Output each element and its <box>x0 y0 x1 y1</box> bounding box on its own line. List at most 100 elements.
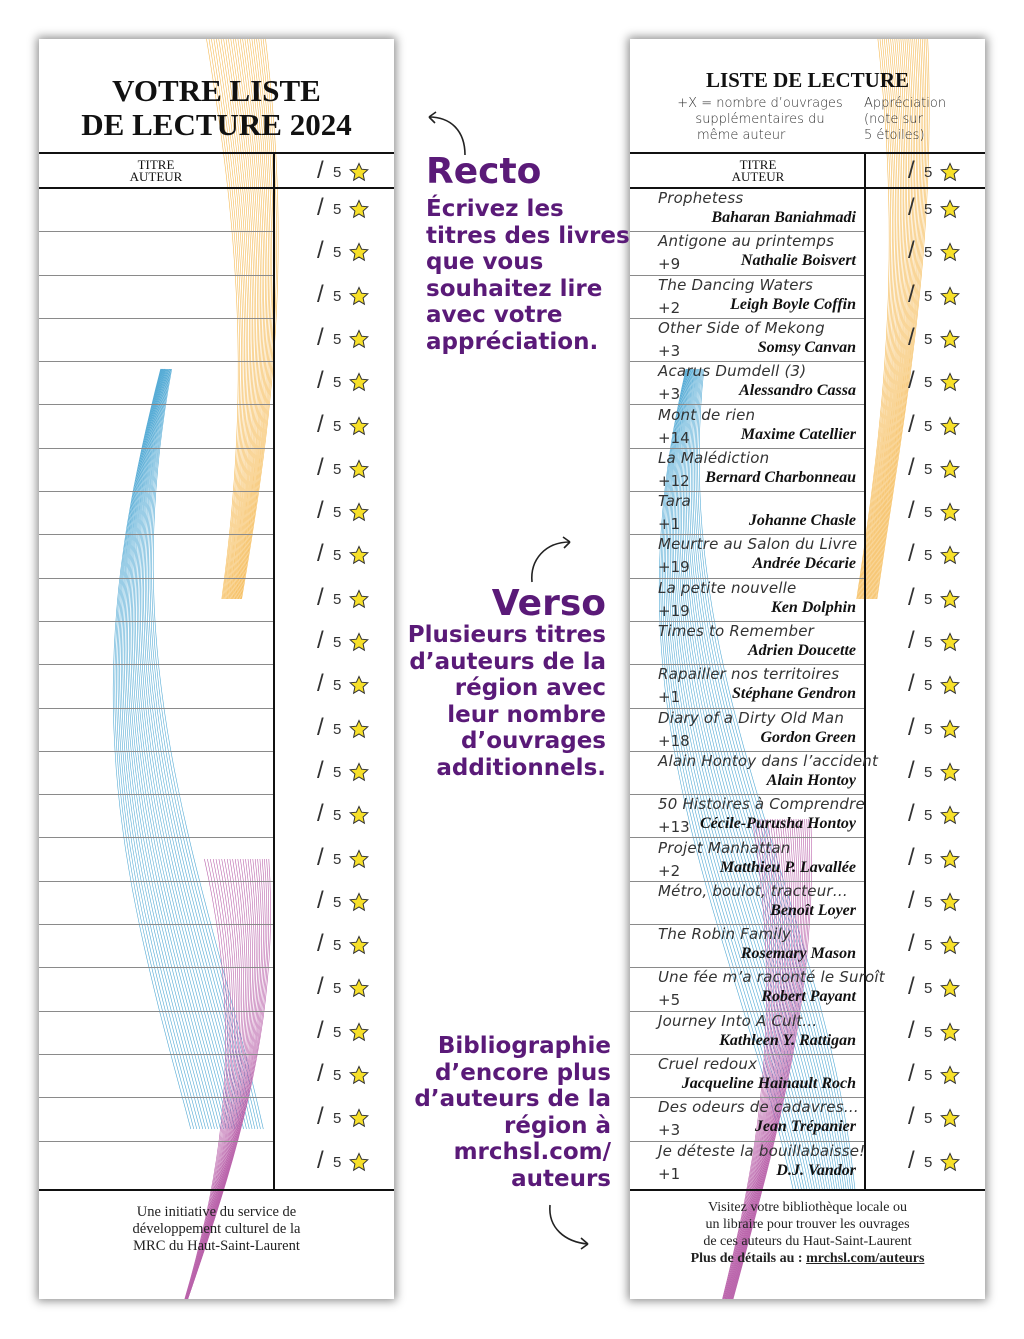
rating-cell[interactable]: /5 <box>908 1103 968 1131</box>
rating-cell[interactable]: /5 <box>908 324 968 352</box>
rating-cell[interactable]: /5 <box>317 194 377 222</box>
star-icon <box>940 588 960 608</box>
biblio-lines-line: région à <box>504 1112 611 1139</box>
recto-row[interactable]: /5 <box>39 1098 394 1142</box>
rating-cell[interactable]: /5 <box>908 497 968 525</box>
wave-line <box>858 39 893 600</box>
recto-row[interactable]: /5 <box>39 579 394 622</box>
wave-line <box>690 368 845 1190</box>
rating-cell[interactable]: /5 <box>908 930 968 958</box>
book-author: Nathalie Boisvert <box>740 252 856 270</box>
arrow-to-verso-footer-icon <box>549 1204 589 1250</box>
rating-cell[interactable]: /5 <box>908 540 968 568</box>
wave-line <box>699 368 856 1190</box>
recto-row[interactable]: /5 <box>39 925 394 969</box>
recto-row[interactable]: /5 <box>39 752 394 796</box>
recto-row[interactable]: /5 <box>39 1055 394 1099</box>
recto-row[interactable]: /5 <box>39 622 394 666</box>
rating-cell[interactable]: /5 <box>908 454 968 482</box>
legend-extra-works: +X = nombre d’ouvrages supplémentaires d… <box>660 96 860 144</box>
rating-cell[interactable]: /5 <box>908 887 968 915</box>
rating-cell[interactable]: /5 <box>317 367 377 395</box>
rating-cell[interactable]: /5 <box>908 367 968 395</box>
recto-row[interactable]: /5 <box>39 839 394 882</box>
recto-row[interactable]: /5 <box>39 362 394 406</box>
recto-row[interactable]: /5 <box>39 276 394 319</box>
rating-slash: / <box>317 1103 324 1131</box>
book-row: Times to Remember Adrien Doucette/5 <box>630 622 985 666</box>
recto-row[interactable]: /5 <box>39 492 394 536</box>
rating-cell[interactable]: /5 <box>908 714 968 742</box>
rating-cell[interactable]: /5 <box>908 194 968 222</box>
recto-row[interactable]: /5 <box>39 1142 394 1185</box>
col-titre: TITRE <box>137 157 175 172</box>
rating-cell[interactable]: /5 <box>317 584 377 612</box>
recto-row[interactable]: /5 <box>39 449 394 493</box>
rating-cell[interactable]: /5 <box>317 844 377 872</box>
recto-row[interactable]: /5 <box>39 232 394 276</box>
recto-row[interactable]: /5 <box>39 795 394 839</box>
rating-max: 5 <box>333 634 342 651</box>
rating-cell[interactable]: /5 <box>317 1103 377 1131</box>
star-icon <box>940 162 960 182</box>
rating-cell[interactable]: /5 <box>317 540 377 568</box>
recto-row[interactable]: /5 <box>39 1012 394 1055</box>
rating-cell[interactable]: /5 <box>908 973 968 1001</box>
rating-cell[interactable]: /5 <box>908 757 968 785</box>
star-icon <box>349 588 369 608</box>
wave-line <box>235 39 266 600</box>
wave-line <box>684 368 835 1190</box>
rating-cell[interactable]: /5 <box>317 497 377 525</box>
recto-row[interactable]: /5 <box>39 968 394 1012</box>
recto-row[interactable]: /5 <box>39 406 394 449</box>
rating-cell[interactable]: /5 <box>908 237 968 265</box>
rating-cell[interactable]: /5 <box>317 670 377 698</box>
legend-left-3: même auteur <box>697 128 786 143</box>
rating-cell[interactable]: /5 <box>908 1147 968 1175</box>
wave-line <box>732 818 812 1299</box>
rating-cell[interactable]: /5 <box>317 454 377 482</box>
star-icon <box>349 199 369 219</box>
rating-cell[interactable]: /5 <box>317 1017 377 1045</box>
rating-cell[interactable]: /5 <box>317 1147 377 1175</box>
rating-cell[interactable]: /5 <box>317 930 377 958</box>
footer-prefix: Plus de détails au : <box>690 1251 807 1266</box>
recto-row[interactable]: /5 <box>39 709 394 752</box>
footer-link[interactable]: mrchsl.com/auteurs <box>806 1251 925 1266</box>
recto-row[interactable]: /5 <box>39 882 394 926</box>
rating-cell[interactable]: /5 <box>317 973 377 1001</box>
recto-row[interactable]: /5 <box>39 535 394 579</box>
verso-label: Verso <box>491 583 606 624</box>
rating-cell[interactable]: /5 <box>317 411 377 439</box>
wave-line <box>863 39 904 600</box>
rating-cell[interactable]: /5 <box>908 843 968 872</box>
rating-cell[interactable]: /5 <box>908 281 968 309</box>
rating-cell[interactable]: /5 <box>317 757 377 785</box>
rating-cell[interactable]: /5 <box>317 887 377 915</box>
rating-cell[interactable]: /5 <box>317 237 377 265</box>
wave-line <box>731 818 805 1299</box>
col-auteur: AUTEUR <box>129 169 183 184</box>
rating-cell[interactable]: /5 <box>317 1060 377 1088</box>
rating-cell[interactable]: /5 <box>317 627 377 655</box>
rating-cell[interactable]: /5 <box>317 800 377 828</box>
recto-row[interactable]: /5 <box>39 189 394 233</box>
book-title: Meurtre au Salon du Livre <box>658 535 858 554</box>
wave-line <box>686 368 838 1190</box>
rating-cell[interactable]: /5 <box>908 411 968 439</box>
rating-cell[interactable]: /5 <box>908 670 968 698</box>
rating-cell[interactable]: /5 <box>317 714 377 742</box>
rating-slash: / <box>908 843 915 871</box>
rating-cell[interactable]: /5 <box>317 281 377 309</box>
wave-line <box>725 818 778 1299</box>
wave-line <box>870 39 919 600</box>
rating-cell[interactable]: /5 <box>908 627 968 655</box>
rating-cell[interactable]: /5 <box>908 800 968 828</box>
recto-lines-line: titres des livres <box>426 222 630 249</box>
rating-cell[interactable]: /5 <box>908 1060 968 1088</box>
rating-cell[interactable]: /5 <box>908 584 968 612</box>
rating-cell[interactable]: /5 <box>317 324 377 352</box>
recto-row[interactable]: /5 <box>39 665 394 709</box>
rating-cell[interactable]: /5 <box>908 1017 968 1045</box>
recto-row[interactable]: /5 <box>39 319 394 363</box>
